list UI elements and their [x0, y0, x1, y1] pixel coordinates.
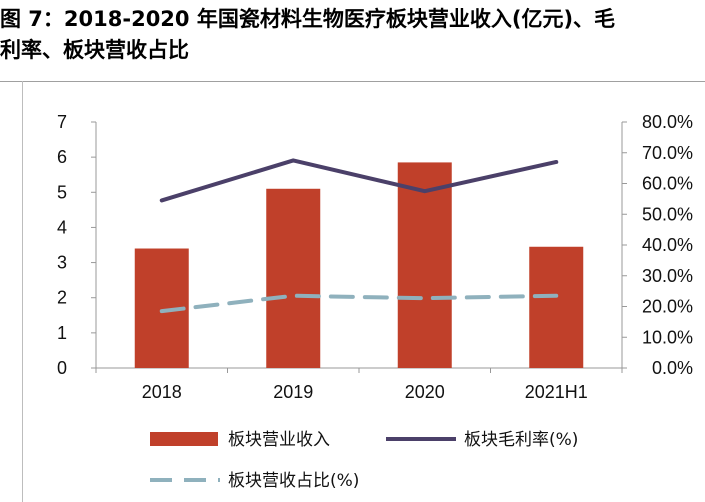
- y-right-tick-label: 20.0%: [642, 297, 693, 317]
- y-left-tick-label: 6: [57, 147, 67, 167]
- line-revenue-share: [159, 293, 559, 314]
- y-left-tick-label: 2: [57, 288, 67, 308]
- legend-revenue-swatch: [150, 432, 218, 446]
- frame-left-border: [22, 81, 23, 502]
- x-tick-label: 2018: [142, 382, 182, 402]
- y-right-tick-label: 40.0%: [642, 235, 693, 255]
- bar-revenue: [529, 246, 584, 368]
- x-tick-label: 2021H1: [525, 382, 588, 402]
- legend-revenue-label: 板块营业收入: [228, 430, 330, 450]
- figure-title-line-1: 图 7：2018-2020 年国瓷材料生物医疗板块营业收入(亿元)、毛: [0, 7, 616, 31]
- y-right-tick-label: 50.0%: [642, 204, 693, 224]
- y-right-tick-label: 30.0%: [642, 266, 693, 286]
- legend-gross-margin-label: 板块毛利率(%): [464, 430, 578, 450]
- title-divider: [0, 81, 705, 82]
- bar-revenue: [266, 188, 321, 368]
- bar-revenue: [397, 162, 452, 368]
- y-left-tick-label: 4: [57, 217, 67, 237]
- y-left-tick-label: 1: [57, 323, 67, 343]
- y-right-tick-label: 10.0%: [642, 327, 693, 347]
- y-right-tick-label: 60.0%: [642, 174, 693, 194]
- x-tick-label: 2019: [273, 382, 313, 402]
- y-left-tick-label: 7: [57, 112, 67, 132]
- legend-revenue-share-label: 板块营收占比(%): [228, 471, 359, 491]
- figure-title: 图 7：2018-2020 年国瓷材料生物医疗板块营业收入(亿元)、毛 利率、板…: [0, 4, 705, 66]
- y-right-tick-label: 70.0%: [642, 143, 693, 163]
- y-right-tick-label: 0.0%: [652, 358, 693, 378]
- y-right-tick-label: 80.0%: [642, 112, 693, 132]
- figure-title-line-2: 利率、板块营收占比: [0, 38, 189, 62]
- y-left-tick-label: 3: [57, 253, 67, 273]
- line-gross-margin: [159, 158, 559, 203]
- x-tick-label: 2020: [405, 382, 445, 402]
- y-left-tick-label: 5: [57, 182, 67, 202]
- y-left-tick-label: 0: [57, 358, 67, 378]
